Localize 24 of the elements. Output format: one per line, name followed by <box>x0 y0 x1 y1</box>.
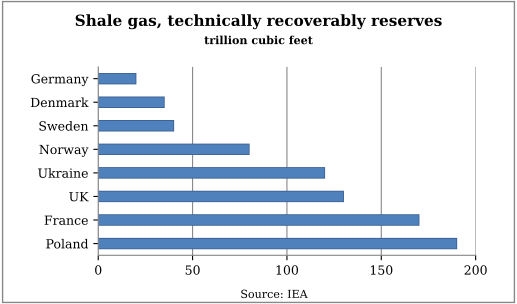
y-tick-label: Norway <box>39 144 88 157</box>
chart-title: Shale gas, technically recoverably reserves <box>76 14 442 30</box>
bar <box>98 190 344 202</box>
bar <box>98 96 165 108</box>
y-tick-label: UK <box>69 192 89 202</box>
bar <box>98 238 458 250</box>
chart-subtitle: trillion cubic feet <box>204 36 313 44</box>
bar <box>98 144 250 156</box>
bar <box>98 214 420 226</box>
y-tick-label: Ukraine <box>38 168 88 178</box>
x-tick-label: 0 <box>95 265 102 275</box>
source-note: Source: IEA <box>241 290 308 298</box>
x-tick-label: 200 <box>464 265 487 275</box>
y-tick-label: France <box>44 216 88 225</box>
y-tick-label: Germany <box>31 74 88 86</box>
bar <box>98 72 136 84</box>
x-tick-label: 50 <box>186 265 200 275</box>
y-tick-label: Denmark <box>30 97 89 108</box>
bar <box>98 167 326 179</box>
bar <box>98 120 174 132</box>
x-tick-label: 100 <box>276 265 298 275</box>
x-tick-label: 150 <box>370 265 392 275</box>
y-tick-label: Sweden <box>39 121 88 131</box>
y-tick-label: Poland <box>46 238 88 249</box>
